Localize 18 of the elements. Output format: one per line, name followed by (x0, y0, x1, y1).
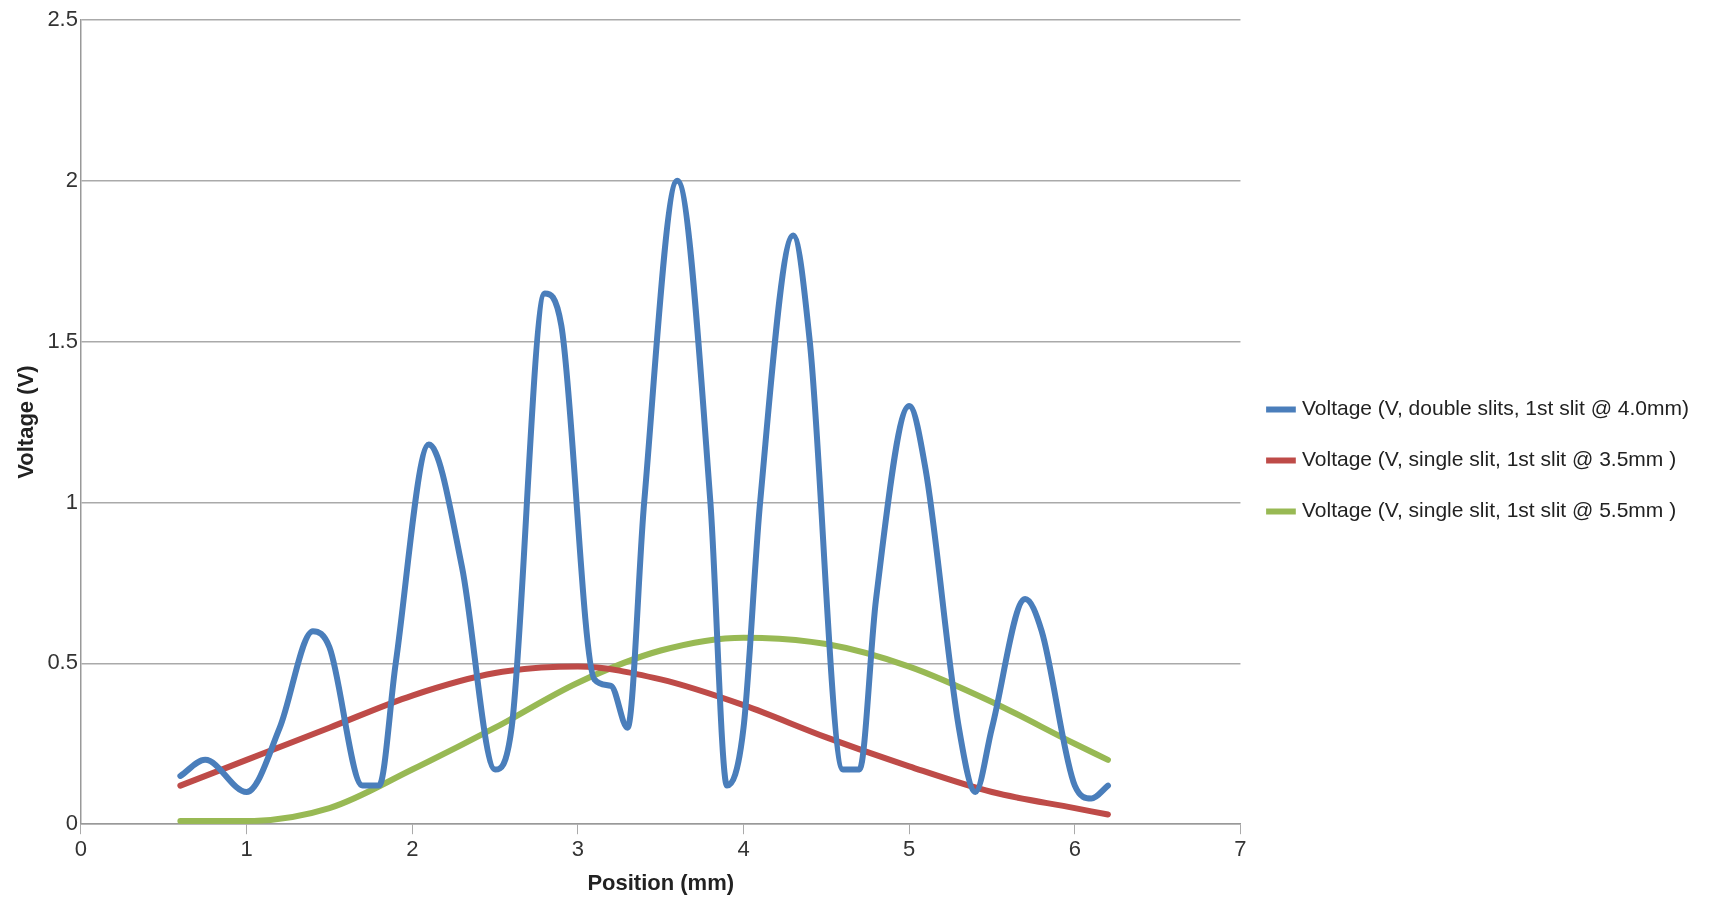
x-tick-label: 3 (571, 836, 585, 862)
y-tick-label: 2 (65, 166, 78, 192)
y-tick-label: 2.5 (47, 6, 78, 32)
y-tick-label: 1.5 (47, 327, 78, 353)
x-tick-label: 6 (1068, 836, 1081, 862)
legend-label: Voltage (V, single slit, 1st slit @ 3.5mm ) (1301, 447, 1677, 471)
legend-label: Voltage (V, single slit, 1st slit @ 5.5mm ) (1301, 498, 1677, 522)
y-axis-title: Voltage (V) (13, 365, 39, 479)
x-tick-label: 5 (903, 836, 916, 862)
x-tick-label: 7 (1234, 836, 1247, 862)
legend-label: Voltage (V, double slits, 1st slit @ 4.0mm) (1301, 396, 1689, 420)
x-tick-label: 4 (737, 836, 750, 862)
x-tick-label: 2 (406, 836, 419, 862)
x-axis-title: Position (mm) (587, 869, 735, 895)
x-tick-label: 1 (240, 836, 253, 862)
y-tick-label: 1 (65, 488, 78, 514)
y-tick-label: 0.5 (47, 649, 78, 675)
y-tick-label: 0 (65, 810, 78, 836)
